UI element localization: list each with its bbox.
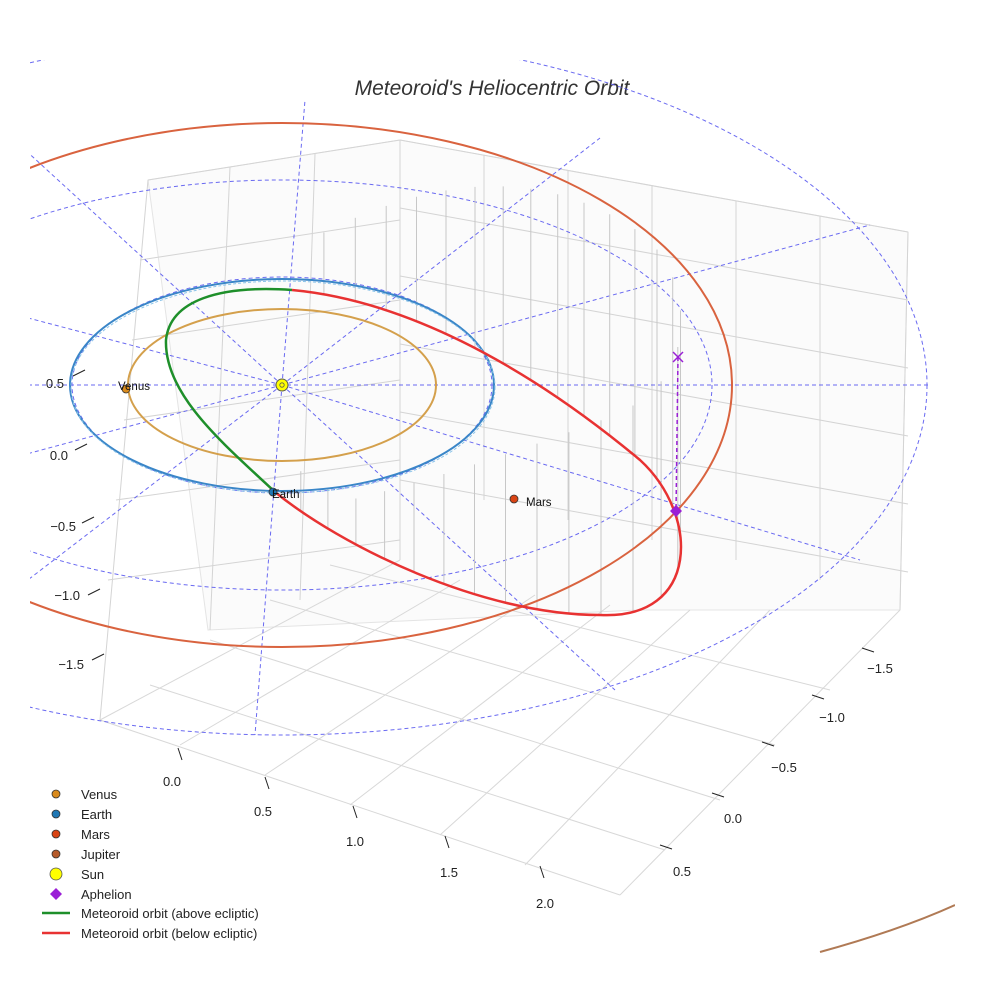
legend-label: Jupiter — [81, 847, 121, 862]
legend-item-mars: Mars — [51, 827, 110, 842]
earth-marker — [268, 487, 278, 497]
z-tick-label: −1.5 — [58, 657, 84, 672]
mars-marker — [509, 494, 519, 504]
legend-item-sun: Sun — [49, 867, 104, 882]
axes-box — [99, 139, 909, 896]
chart-title: Meteoroid's Heliocentric Orbit — [355, 77, 631, 100]
legend-item-orbit-above: Meteoroid orbit (above ecliptic) — [42, 906, 259, 921]
legend-label: Mars — [81, 827, 110, 842]
legend-marker — [51, 809, 61, 819]
legend-item-earth: Earth — [51, 807, 112, 822]
z-tick-label: 0.0 — [50, 448, 68, 463]
aphelion-marker — [670, 505, 682, 517]
x-tick-label: 2.0 — [536, 896, 554, 911]
aphelion-height-line — [675, 356, 679, 513]
z-tick-label: −1.0 — [54, 588, 80, 603]
meteoroid-orbit-below — [274, 288, 683, 617]
y-axis — [659, 647, 875, 850]
x-tick-label: 0.5 — [254, 804, 272, 819]
z-axis — [72, 369, 105, 661]
legend: Venus Earth Mars Jupiter Sun Aphelion Me… — [42, 787, 259, 941]
z-tick-label: −0.5 — [50, 519, 76, 534]
sun-marker — [275, 378, 289, 392]
legend-item-jupiter: Jupiter — [51, 847, 121, 862]
mars-orbit — [30, 122, 733, 648]
x-axis — [177, 747, 545, 879]
earth-orbit-outline — [70, 280, 496, 494]
mars-label: Mars — [526, 497, 552, 509]
meteoroid-orbit-above — [164, 287, 293, 493]
z-tick-label: 0.5 — [46, 376, 64, 391]
y-tick-label: 0.5 — [673, 864, 691, 879]
ecliptic-grid — [30, 60, 930, 736]
legend-label: Sun — [81, 867, 104, 882]
x-tick-label: 1.0 — [346, 834, 364, 849]
x-tick-label: 0.0 — [163, 774, 181, 789]
legend-label: Aphelion — [81, 887, 132, 902]
legend-item-aphelion: Aphelion — [50, 887, 132, 902]
y-tick-label: −1.0 — [819, 710, 845, 725]
back-pane-grid — [99, 139, 909, 721]
venus-marker — [121, 384, 131, 394]
earth-orbit — [69, 278, 495, 492]
legend-label: Meteoroid orbit (below ecliptic) — [81, 926, 257, 941]
y-tick-label: −0.5 — [771, 760, 797, 775]
venus-label: Venus — [118, 381, 150, 393]
venus-orbit — [127, 308, 437, 462]
x-tick-label: 1.5 — [440, 865, 458, 880]
legend-marker — [51, 849, 61, 859]
legend-marker — [51, 829, 61, 839]
earth-label: Earth — [272, 489, 300, 501]
legend-item-orbit-below: Meteoroid orbit (below ecliptic) — [42, 926, 257, 941]
aphelion-projection-marker — [672, 351, 684, 363]
legend-marker — [51, 789, 61, 799]
legend-item-venus: Venus — [51, 787, 118, 802]
y-tick-label: 0.0 — [724, 811, 742, 826]
legend-label: Venus — [81, 787, 118, 802]
legend-label: Meteoroid orbit (above ecliptic) — [81, 906, 259, 921]
legend-label: Earth — [81, 807, 112, 822]
y-tick-label: −1.5 — [867, 661, 893, 676]
legend-marker — [49, 867, 63, 881]
legend-marker — [50, 888, 62, 900]
jupiter-orbit — [819, 904, 955, 953]
